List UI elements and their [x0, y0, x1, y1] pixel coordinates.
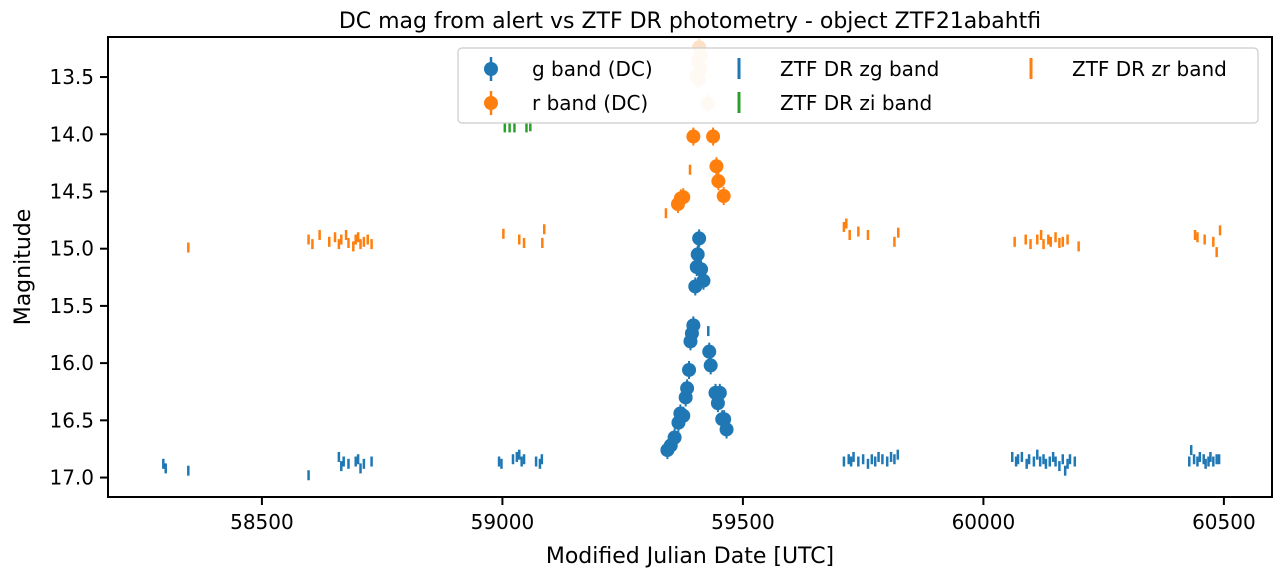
y-axis: 13.5 14.0 14.5 15.0 15.5 16.0 16.5 17.0	[49, 65, 108, 490]
data-point	[692, 231, 707, 246]
x-tick-label: 58500	[230, 510, 294, 534]
y-tick-label: 15.0	[49, 237, 94, 261]
legend-entry-r-band: r band (DC)	[484, 91, 648, 115]
legend-label-zg-band: ZTF DR zg band	[780, 57, 939, 81]
y-tick-label: 16.5	[49, 408, 94, 432]
data-point	[711, 174, 726, 189]
legend-label-zi-band: ZTF DR zi band	[780, 91, 932, 115]
legend-frame	[457, 47, 1259, 124]
data-point	[690, 247, 705, 262]
data-point	[696, 273, 711, 288]
data-point	[719, 422, 734, 437]
data-point	[716, 189, 731, 204]
legend-label-g-band: g band (DC)	[532, 57, 653, 81]
x-axis: 58500 59000 59500 60000 60500	[230, 497, 1256, 534]
y-tick-label: 13.5	[49, 65, 94, 89]
data-point	[686, 318, 701, 333]
x-axis-label: Modified Julian Date [UTC]	[546, 544, 834, 569]
legend-entry-zg-band: ZTF DR zg band	[737, 57, 939, 81]
data-point	[709, 159, 724, 174]
legend: g band (DC) r band (DC) ZTF DR zg band Z…	[457, 47, 1259, 124]
x-tick-label: 59000	[471, 510, 535, 534]
y-tick-label: 17.0	[49, 466, 94, 490]
legend-entry-zr-band: ZTF DR zr band	[1029, 57, 1227, 81]
x-tick-label: 60500	[1192, 510, 1256, 534]
series-5	[187, 164, 1222, 258]
data-point	[703, 358, 718, 373]
data-point	[686, 129, 701, 144]
data-point	[702, 344, 717, 359]
series-3	[162, 326, 1221, 481]
y-tick-label: 14.5	[49, 179, 94, 203]
data-point	[680, 381, 695, 396]
y-tick-label: 16.0	[49, 351, 94, 375]
x-tick-label: 59500	[711, 510, 775, 534]
y-axis-label: Magnitude	[11, 209, 36, 326]
data-point	[682, 362, 697, 377]
data-point	[694, 262, 709, 277]
series-0	[660, 229, 734, 460]
y-tick-label: 14.0	[49, 122, 94, 146]
x-tick-label: 60000	[952, 510, 1016, 534]
legend-label-zr-band: ZTF DR zr band	[1072, 57, 1227, 81]
data-point	[676, 408, 691, 423]
y-tick-label: 15.5	[49, 294, 94, 318]
axes-frame	[107, 36, 1273, 498]
data-point	[676, 190, 691, 205]
data-point	[667, 430, 682, 445]
legend-entry-g-band: g band (DC)	[484, 57, 653, 81]
data-point	[712, 385, 727, 400]
legend-entry-zi-band: ZTF DR zi band	[737, 91, 932, 115]
legend-label-r-band: r band (DC)	[532, 91, 648, 115]
chart-title: DC mag from alert vs ZTF DR photometry -…	[339, 9, 1041, 34]
series-1	[670, 127, 731, 214]
data-point	[706, 129, 721, 144]
